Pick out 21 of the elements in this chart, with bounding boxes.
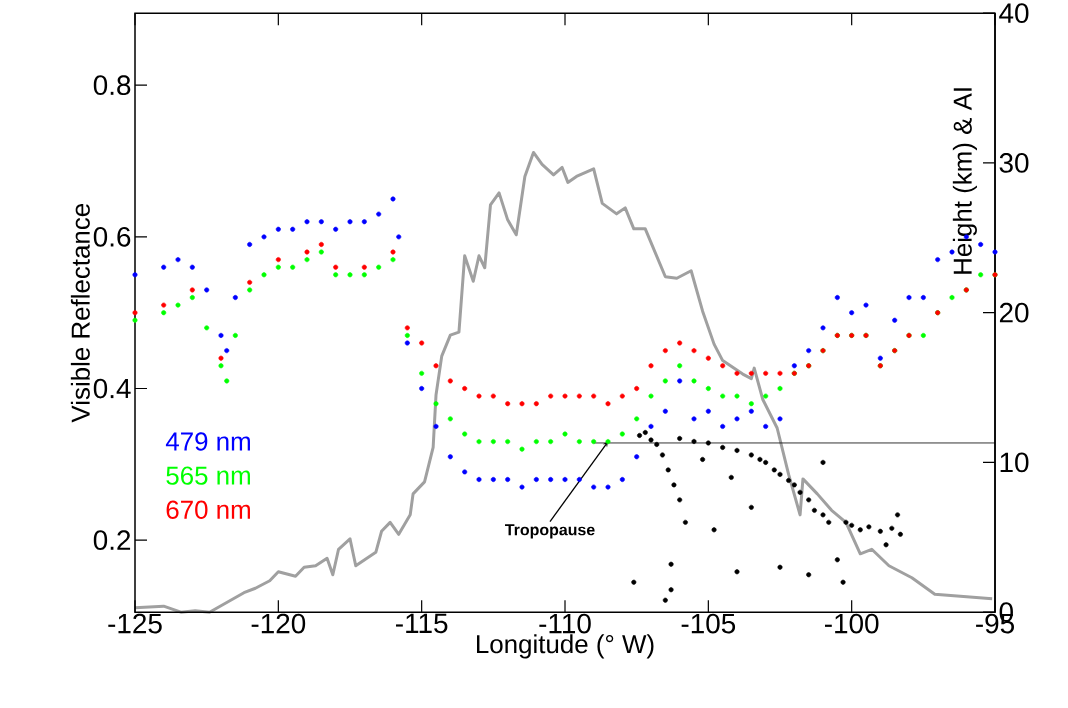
x-tick-label: -125 (108, 613, 162, 634)
y2-axis-title: Height (km) & AI (952, 88, 977, 274)
x-tick-label: -100 (824, 613, 879, 634)
text: 670 nm (166, 500, 250, 519)
y-tick-label: 0.2 (93, 530, 131, 550)
text: 479 nm (165, 432, 250, 451)
y-tick-label: 0.8 (93, 75, 131, 95)
x-tick-label: -120 (251, 613, 306, 634)
y-tick-label: 0.4 (93, 378, 131, 399)
y2-tick-label: 10 (1000, 452, 1029, 473)
x-axis-title: Longitude (° W) (477, 634, 654, 659)
x-tick-label: -105 (681, 613, 736, 634)
y2-tick-label: 40 (999, 3, 1029, 23)
text: 565 nm (166, 466, 250, 485)
y2-tick-label: 20 (999, 302, 1029, 323)
x-tick-label: -110 (539, 613, 591, 634)
y2-tick-label: 30 (999, 152, 1029, 173)
x-tick-label: -115 (396, 613, 448, 634)
annotation: Tropopause (505, 524, 595, 539)
y-axis-title: Visible Reflectance (70, 203, 90, 423)
y-tick-label: 0.6 (93, 226, 131, 247)
